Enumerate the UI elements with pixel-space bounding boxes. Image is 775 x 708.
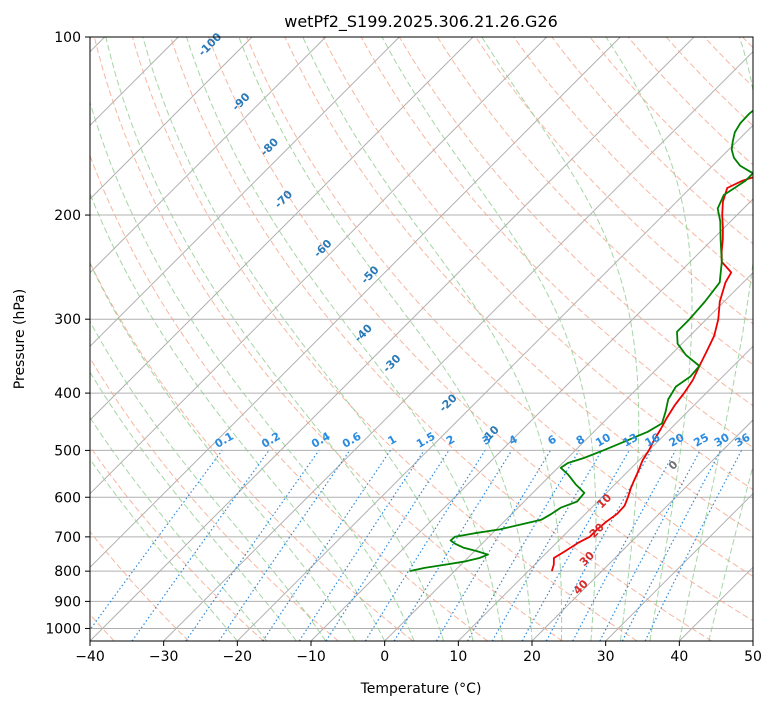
dry-adiabat-line	[360, 37, 753, 449]
dry-adiabat-line	[246, 37, 753, 577]
dry-adiabat-line	[284, 37, 753, 534]
x-tick-label: −20	[223, 649, 253, 665]
y-tick-label: 1000	[45, 621, 81, 637]
x-tick-label: 40	[670, 649, 688, 665]
moist-adiabat-line	[605, 37, 693, 641]
dry-adiabat-line	[436, 37, 753, 366]
moist-adiabat-line	[90, 458, 238, 641]
chart-title: wetPf2_S199.2025.306.21.26.G26	[284, 12, 558, 32]
isotherm-line	[531, 419, 753, 641]
isotherm-line	[90, 37, 695, 641]
mixing-ratio-line	[572, 450, 677, 641]
dry-adiabat-line	[208, 37, 753, 622]
y-tick-label: 600	[54, 490, 81, 506]
plot-frame	[89, 36, 754, 642]
isotherm-line	[163, 50, 753, 641]
y-tick-label: 100	[54, 30, 81, 46]
moist-adiabat-line	[105, 37, 445, 641]
y-axis-label: Pressure (hPa)	[12, 289, 28, 389]
y-tick-label: 500	[54, 443, 81, 459]
mixing-ratio-line	[644, 450, 743, 641]
dewpoint-profile-line	[409, 109, 753, 572]
moist-adiabat-line	[90, 262, 356, 641]
x-tick-label: 0	[380, 649, 389, 665]
dry-adiabat-line	[170, 37, 712, 641]
dry-adiabat-line	[398, 37, 753, 407]
temperature-profile-line	[550, 176, 753, 572]
moist-adiabat-line	[90, 371, 297, 641]
isotherm-line	[457, 345, 753, 641]
isotherm-line	[384, 271, 753, 641]
mixing-ratio-line	[393, 450, 513, 641]
dry-adiabat-line	[93, 37, 563, 641]
mixing-ratio-line	[218, 450, 351, 641]
y-tick-label: 200	[54, 208, 81, 224]
moist-adiabat-line	[90, 416, 268, 641]
dry-adiabat-line	[90, 530, 190, 641]
y-tick-label: 400	[54, 386, 81, 402]
x-tick-label: −40	[75, 649, 105, 665]
moist-adiabat-line	[238, 37, 533, 641]
x-tick-label: 30	[597, 649, 615, 665]
moist-adiabat-line	[481, 37, 640, 641]
x-tick-label: 50	[744, 649, 762, 665]
x-tick-label: 10	[449, 649, 467, 665]
dry-adiabat-line	[90, 154, 488, 641]
mixing-ratio-line	[262, 450, 391, 641]
mixing-ratio-line	[325, 450, 450, 641]
mixing-ratio-line	[521, 450, 630, 641]
isotherm-line	[90, 37, 400, 348]
mixing-ratio-line	[298, 450, 425, 641]
x-tick-label: −30	[149, 649, 179, 665]
isotherm-line	[90, 37, 327, 274]
isotherm-line	[90, 37, 621, 569]
mixing-ratio-line	[90, 450, 223, 631]
x-tick-label: 20	[523, 649, 541, 665]
isotherm-line	[605, 492, 753, 641]
y-tick-label: 800	[54, 564, 81, 580]
moist-adiabat-line	[302, 37, 563, 641]
y-tick-label: 300	[54, 312, 81, 328]
moist-adiabat-line	[90, 192, 386, 641]
moist-adiabat-line	[381, 37, 597, 641]
dry-adiabat-line	[90, 261, 414, 641]
moist-adiabat-line	[678, 37, 753, 641]
mixing-ratio-line	[131, 450, 270, 641]
isotherm-line	[236, 124, 753, 641]
moist-adiabat-line	[142, 37, 474, 641]
mixing-ratio-line	[185, 450, 320, 641]
y-tick-label: 900	[54, 594, 81, 610]
mixing-ratio-line	[545, 450, 652, 641]
isotherm-line	[90, 37, 253, 200]
isotherm-line	[90, 37, 474, 421]
dry-adiabat-line	[131, 37, 638, 641]
dry-adiabat-line	[90, 445, 264, 641]
dry-adiabat-line	[513, 37, 753, 285]
x-tick-label: −10	[296, 649, 326, 665]
y-tick-label: 700	[54, 530, 81, 546]
moist-adiabat-line	[90, 100, 415, 641]
x-axis-label: Temperature (°C)	[360, 681, 482, 697]
dry-adiabat-line	[90, 357, 339, 641]
isotherm-line	[90, 37, 548, 495]
